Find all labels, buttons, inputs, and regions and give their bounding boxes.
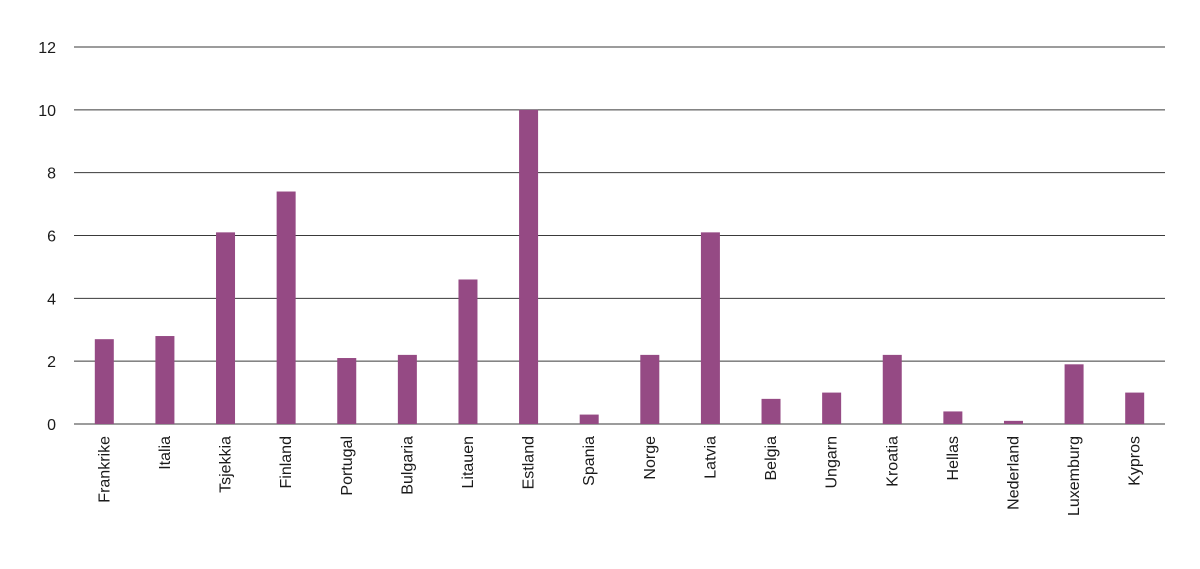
x-category-label: Finland	[278, 436, 295, 488]
x-category-label: Spania	[581, 436, 598, 486]
x-category-label: Italia	[157, 436, 174, 470]
bar-kroatia	[882, 354, 902, 424]
bar-norge	[640, 354, 660, 424]
y-tick-label: 6	[47, 229, 56, 246]
x-category-label: Luxemburg	[1066, 436, 1083, 516]
bar-ungarn	[822, 392, 842, 424]
x-category-label: Hellas	[945, 436, 962, 480]
bar-tsjekkia	[216, 232, 236, 424]
x-category-label: Portugal	[339, 436, 356, 496]
x-category-label: Estland	[521, 436, 538, 489]
y-tick-label: 4	[47, 291, 56, 308]
bar-portugal	[337, 358, 357, 424]
bar-estland	[519, 109, 539, 424]
bar-italia	[155, 336, 175, 424]
x-category-label: Ungarn	[824, 436, 841, 488]
bar-spania	[579, 414, 599, 424]
x-category-label: Bulgaria	[399, 436, 416, 495]
gridlines	[74, 46, 1165, 425]
bar-belgia	[761, 398, 781, 424]
x-category-label: Litauen	[460, 436, 477, 489]
bar-litauen	[458, 279, 478, 424]
y-tick-label: 0	[47, 417, 56, 434]
bar-bulgaria	[397, 354, 417, 424]
bar-latvia	[700, 232, 720, 424]
x-category-label: Kroatia	[884, 436, 901, 487]
y-tick-label: 8	[47, 166, 56, 183]
y-tick-label: 10	[38, 103, 56, 120]
bar-hellas	[943, 411, 963, 424]
x-category-label: Norge	[642, 436, 659, 480]
x-category-label: Frankrike	[96, 436, 113, 503]
bar-frankrike	[94, 339, 114, 424]
y-tick-label: 2	[47, 354, 56, 371]
x-category-label: Latvia	[702, 436, 719, 479]
x-category-label: Tsjekkia	[218, 436, 235, 493]
bar-kypros	[1125, 392, 1145, 424]
y-axis-ticks: 0 2 4 6 8 10 12	[38, 40, 56, 434]
y-tick-label: 12	[38, 40, 56, 57]
bar-nederland	[1003, 420, 1023, 424]
bar-luxemburg	[1064, 364, 1084, 424]
bar-finland	[276, 191, 296, 424]
x-category-label: Belgia	[763, 436, 780, 481]
bars	[94, 109, 1145, 424]
x-category-label: Nederland	[1005, 436, 1022, 510]
x-axis-labels: Frankrike Italia Tsjekkia Finland Portugal Bu…	[96, 436, 1143, 516]
x-category-label: Kypros	[1127, 436, 1144, 486]
